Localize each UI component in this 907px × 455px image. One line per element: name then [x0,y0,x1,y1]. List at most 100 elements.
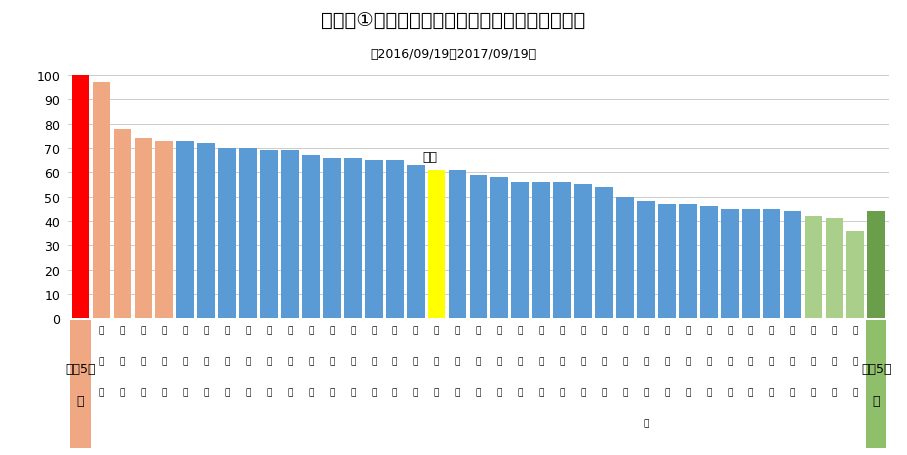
Bar [763,209,781,318]
Text: 県: 県 [622,387,628,396]
Text: 県: 県 [267,387,272,396]
Text: 茨: 茨 [413,325,418,334]
Text: 岩: 岩 [182,325,188,334]
Text: 県: 県 [182,387,188,396]
Text: 県: 県 [643,418,649,427]
Bar [219,149,236,318]
Text: 千: 千 [601,325,607,334]
Text: 京: 京 [434,356,439,365]
Text: 埼: 埼 [476,325,481,334]
Text: 北: 北 [832,325,837,334]
Bar [239,149,257,318]
Text: 分: 分 [329,356,335,365]
Bar [113,129,132,318]
Text: 県: 県 [601,387,607,396]
Text: 形: 形 [811,356,816,365]
Bar [532,182,551,318]
Bar [512,182,529,318]
Text: 宮: 宮 [454,325,460,334]
Text: 県: 県 [811,387,816,396]
Text: 県: 県 [350,387,356,396]
Bar [385,161,404,318]
Bar [805,217,823,318]
Bar [406,166,424,318]
Text: 神: 神 [643,325,649,334]
Text: 福: 福 [790,325,795,334]
Text: 手: 手 [182,356,188,365]
Text: 賀: 賀 [560,356,565,365]
Text: 梨: 梨 [224,356,229,365]
Text: 賀: 賀 [622,356,628,365]
Text: 愛: 愛 [727,325,733,334]
Bar [155,142,173,318]
Bar [198,144,215,318]
Text: 県: 県 [99,387,104,396]
Bar [825,219,844,318]
Text: 森: 森 [706,356,711,365]
Text: 佐: 佐 [560,325,565,334]
Text: 阜: 阜 [371,356,376,365]
Bar [491,178,508,318]
Text: 奈: 奈 [769,325,775,334]
Text: 県: 県 [203,387,209,396]
Bar [302,156,320,318]
Text: 県: 県 [769,387,775,396]
Text: 知: 知 [727,356,733,365]
Bar [281,151,299,318]
Text: 秋: 秋 [580,325,586,334]
Bar [72,76,90,318]
Text: 福: 福 [246,325,251,334]
Text: 県: 県 [308,387,314,396]
Text: 県: 県 [497,387,502,396]
Text: 県: 県 [120,387,125,396]
Text: 玉: 玉 [476,356,481,365]
Text: 県: 県 [454,387,460,396]
Text: 京: 京 [685,325,690,334]
Text: 府: 府 [664,387,669,396]
Text: 島: 島 [161,325,167,334]
Text: 川: 川 [120,356,125,365]
Text: 田: 田 [580,356,586,365]
Text: 重: 重 [99,356,104,365]
Text: 県: 県 [748,387,754,396]
Text: 東京: 東京 [423,150,438,163]
Text: 香: 香 [120,325,125,334]
Bar [428,171,445,318]
Text: 県: 県 [224,387,229,396]
Text: 都: 都 [434,387,439,396]
Bar [574,185,592,318]
Text: 山: 山 [518,325,523,334]
Text: ？: ？ [77,394,84,407]
Bar [176,142,194,318]
Text: 大: 大 [853,325,858,334]
Bar [679,204,697,318]
Bar [700,207,717,318]
Bar [867,212,885,318]
Bar [616,197,634,318]
Text: 葉: 葉 [601,356,607,365]
Bar [134,139,152,318]
Text: 良: 良 [769,356,775,365]
Text: 県: 県 [392,387,397,396]
Text: 県: 県 [161,387,167,396]
Text: 県: 県 [288,387,293,396]
Text: 海: 海 [832,356,837,365]
Text: 潟: 潟 [350,356,356,365]
Text: 県: 県 [329,387,335,396]
Text: 愛: 愛 [539,325,544,334]
Text: 山: 山 [811,325,816,334]
Text: 城: 城 [454,356,460,365]
Text: 山: 山 [141,356,146,365]
Text: 口: 口 [518,356,523,365]
Bar [365,161,383,318]
Text: 長: 長 [748,325,754,334]
Text: 井: 井 [246,356,251,365]
Text: 奈: 奈 [643,356,649,365]
Text: 県: 県 [580,387,586,396]
Text: 県: 県 [560,387,565,396]
Text: 富: 富 [141,325,146,334]
Text: ？: ？ [873,394,880,407]
Text: 川: 川 [643,387,649,396]
Text: 石: 石 [267,325,272,334]
Text: 根: 根 [161,356,167,365]
